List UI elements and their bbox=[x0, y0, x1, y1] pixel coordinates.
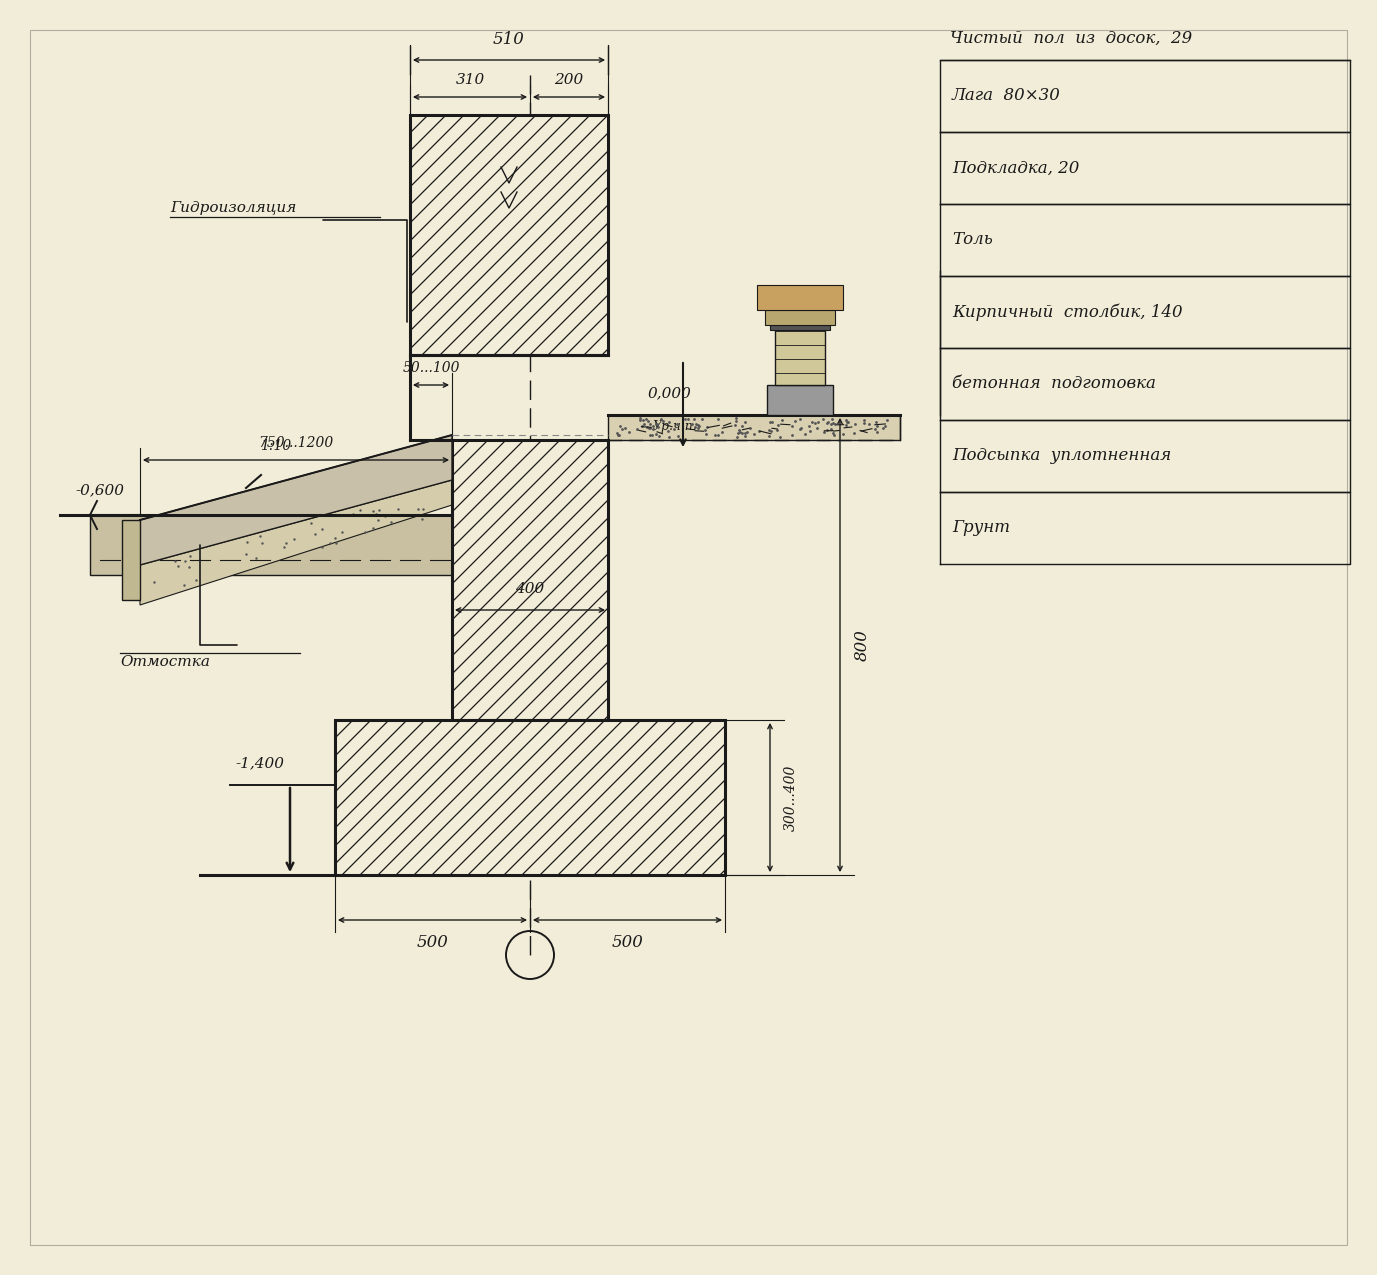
Text: Кирпичный  столбик, 140: Кирпичный столбик, 140 bbox=[952, 303, 1183, 321]
Text: 800: 800 bbox=[854, 629, 872, 660]
Text: 510: 510 bbox=[493, 31, 525, 48]
Text: Подсыпка  уплотненная: Подсыпка уплотненная bbox=[952, 448, 1172, 464]
Text: 300...400: 300...400 bbox=[784, 764, 799, 831]
Text: 310: 310 bbox=[456, 73, 485, 87]
Text: Толь: Толь bbox=[952, 232, 993, 249]
Polygon shape bbox=[770, 325, 830, 330]
Text: 400: 400 bbox=[515, 581, 545, 595]
Text: Лага  80×30: Лага 80×30 bbox=[952, 88, 1060, 105]
Polygon shape bbox=[775, 330, 825, 385]
Polygon shape bbox=[123, 520, 140, 601]
Polygon shape bbox=[609, 414, 901, 440]
Text: Грунт: Грунт bbox=[952, 519, 1009, 537]
Text: 500: 500 bbox=[611, 935, 643, 951]
Text: Гидроизоляция: Гидроизоляция bbox=[169, 201, 296, 215]
Text: бетонная  подготовка: бетонная подготовка bbox=[952, 376, 1155, 393]
Text: Ур.ч.п.: Ур.ч.п. bbox=[653, 419, 698, 434]
Polygon shape bbox=[452, 440, 609, 720]
Polygon shape bbox=[335, 720, 726, 875]
Text: -1,400: -1,400 bbox=[235, 756, 284, 770]
Text: 1:10: 1:10 bbox=[260, 439, 292, 453]
Text: 750...1200: 750...1200 bbox=[259, 436, 333, 450]
Polygon shape bbox=[90, 515, 452, 575]
Polygon shape bbox=[140, 435, 452, 565]
Polygon shape bbox=[767, 385, 833, 414]
Text: 0,000: 0,000 bbox=[649, 386, 691, 400]
Text: Подкладка, 20: Подкладка, 20 bbox=[952, 159, 1080, 176]
Polygon shape bbox=[766, 310, 834, 325]
Text: 200: 200 bbox=[555, 73, 584, 87]
Text: 500: 500 bbox=[417, 935, 449, 951]
Polygon shape bbox=[757, 286, 843, 310]
Text: Чистый  пол  из  досок,  29: Чистый пол из досок, 29 bbox=[950, 31, 1192, 47]
Text: 50...100: 50...100 bbox=[402, 361, 460, 375]
Text: Отмостка: Отмостка bbox=[120, 655, 211, 669]
Polygon shape bbox=[140, 479, 452, 606]
Polygon shape bbox=[410, 115, 609, 354]
Text: -0,600: -0,600 bbox=[74, 483, 124, 497]
